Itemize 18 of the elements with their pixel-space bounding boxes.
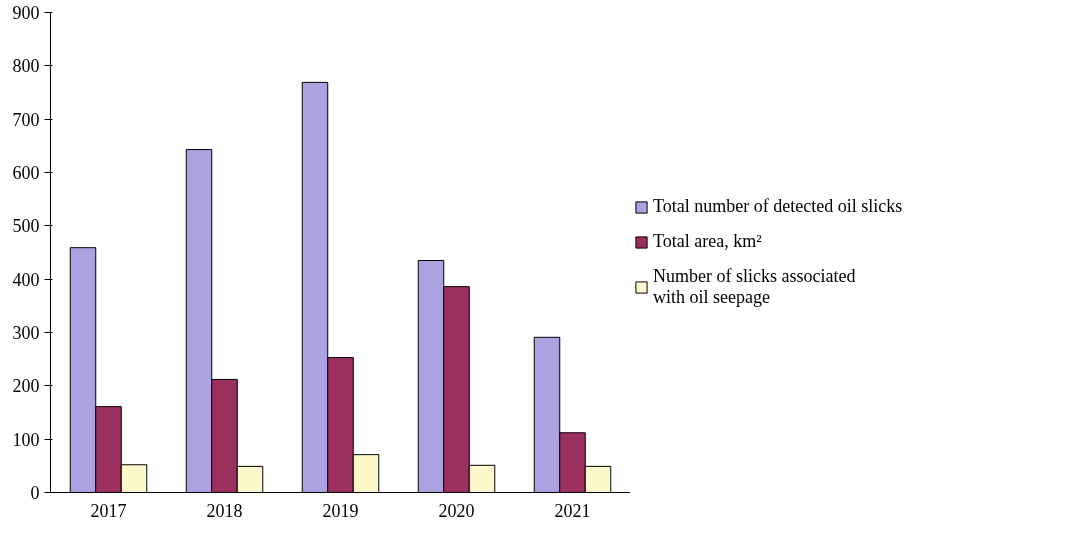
y-tick-label: 700 [12, 109, 40, 130]
x-tick-label: 2018 [206, 500, 243, 521]
y-tick-label: 900 [12, 3, 40, 23]
y-tick-label: 400 [12, 269, 40, 290]
y-tick-label: 100 [12, 429, 40, 450]
legend-label: Number of slicks associated with oil seepage [653, 266, 856, 308]
y-tick-label: 300 [12, 323, 40, 343]
x-tick-label: 2017 [90, 500, 127, 521]
y-tick-label: 800 [12, 56, 40, 77]
y-tick-label: 500 [12, 216, 40, 237]
x-tick-label: 2019 [322, 500, 359, 521]
legend-label: Total number of detected oil slicks [653, 196, 903, 217]
x-tick-label: 2021 [554, 500, 591, 521]
legend-label: Total area, km² [653, 231, 762, 252]
x-tick-label: 2020 [438, 500, 475, 521]
y-tick-label: 600 [12, 163, 40, 183]
y-tick-label: 0 [30, 483, 40, 503]
y-tick-label: 200 [12, 376, 40, 397]
